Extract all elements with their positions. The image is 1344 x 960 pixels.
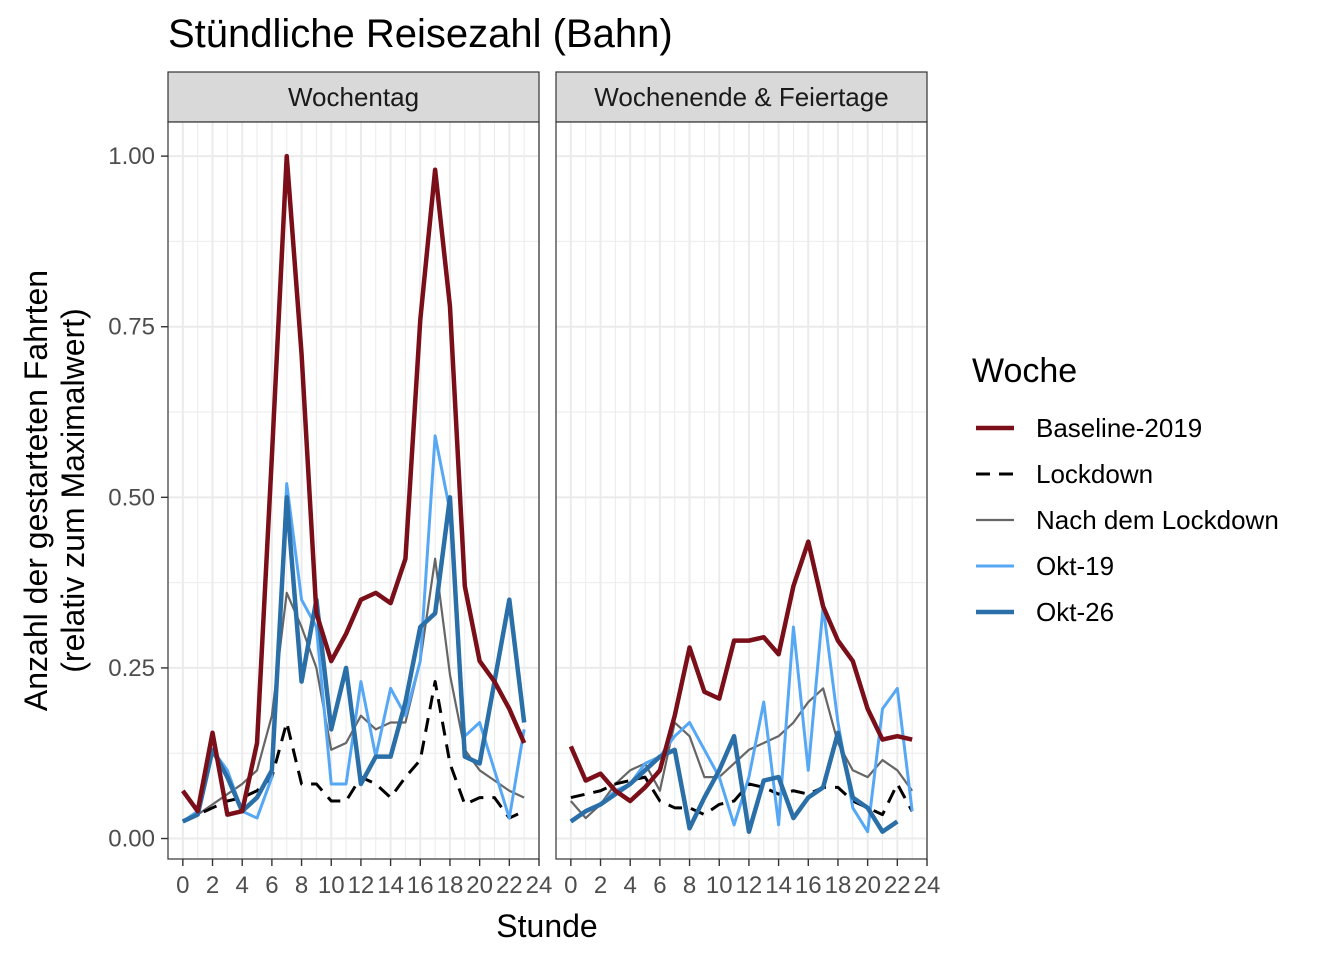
x-tick-label: 22 xyxy=(496,872,523,899)
legend: Woche Baseline-2019 Lockdown Nach dem Lockd… xyxy=(972,352,1279,627)
x-tick-label: 6 xyxy=(653,872,666,899)
x-tick-label: 18 xyxy=(437,872,464,899)
series-lines xyxy=(181,153,527,824)
legend-label: Okt-19 xyxy=(1036,551,1114,581)
y-tick-label: 0.50 xyxy=(108,484,155,511)
legend-item: Okt-26 xyxy=(976,597,1114,627)
x-tick-label: 2 xyxy=(594,872,607,899)
x-tick-label: 2 xyxy=(206,872,219,899)
x-axis-panel-2: 0 2 4 6 8 10 12 14 16 18 20 22 24 xyxy=(564,859,940,899)
panel-background xyxy=(556,122,927,859)
x-tick-label: 10 xyxy=(318,872,345,899)
y-tick-label: 0.75 xyxy=(108,314,155,341)
legend-item: Okt-19 xyxy=(976,551,1114,581)
x-tick-label: 24 xyxy=(526,872,553,899)
legend-label: Okt-26 xyxy=(1036,597,1114,627)
facet-strip-label: Wochenende & Feiertage xyxy=(594,82,888,112)
legend-item: Baseline-2019 xyxy=(976,413,1202,443)
x-tick-label: 16 xyxy=(407,872,434,899)
legend-item: Nach dem Lockdown xyxy=(976,505,1279,535)
facet-strip xyxy=(167,71,540,123)
series-line-okt-26 xyxy=(569,730,899,834)
x-tick-label: 14 xyxy=(765,872,792,899)
x-tick-label: 4 xyxy=(236,872,249,899)
chart-title: Stündliche Reisezahl (Bahn) xyxy=(168,12,673,56)
y-axis: 0.00 0.25 0.50 0.75 1.00 xyxy=(108,143,168,853)
facet-strip-label: Wochentag xyxy=(288,82,419,112)
x-tick-label: 18 xyxy=(825,872,852,899)
y-tick-label: 1.00 xyxy=(108,143,155,170)
x-axis-title: Stunde xyxy=(496,908,597,944)
x-tick-label: 22 xyxy=(884,872,911,899)
x-tick-label: 12 xyxy=(736,872,763,899)
panels: Wochentag Wochenende & Feiertage xyxy=(167,71,928,860)
x-tick-label: 10 xyxy=(706,872,733,899)
facet-strip xyxy=(555,71,928,123)
x-axes: 0 2 4 6 8 10 12 14 16 18 20 22 24 0 2 4 6 8 10 12 14 16 18 20 22… xyxy=(176,859,940,899)
series-line-baseline-2019 xyxy=(568,539,913,804)
x-tick-label: 0 xyxy=(564,872,577,899)
x-tick-label: 12 xyxy=(348,872,375,899)
y-tick-label: 0.25 xyxy=(108,655,155,682)
x-tick-label: 8 xyxy=(295,872,308,899)
x-tick-label: 4 xyxy=(624,872,637,899)
legend-label: Nach dem Lockdown xyxy=(1036,505,1279,535)
panel-wochentag: Wochentag xyxy=(167,71,540,860)
x-tick-label: 16 xyxy=(795,872,822,899)
x-tick-label: 8 xyxy=(683,872,696,899)
y-tick-label: 0.00 xyxy=(108,826,155,853)
y-axis-title-line-1: Anzahl der gestarteten Fahrten xyxy=(18,270,54,711)
x-tick-label: 24 xyxy=(914,872,941,899)
x-tick-label: 20 xyxy=(854,872,881,899)
x-tick-label: 20 xyxy=(466,872,493,899)
panel-wochenende: Wochenende & Feiertage xyxy=(555,71,928,860)
y-axis-title-line-2: (relativ zum Maximalwert) xyxy=(55,308,91,672)
series-lines xyxy=(568,539,914,834)
panel-border xyxy=(167,121,540,860)
series-line-baseline-2019 xyxy=(181,153,527,817)
legend-label: Baseline-2019 xyxy=(1036,413,1202,443)
series-line-okt-26 xyxy=(181,495,527,824)
series-line-lockdown xyxy=(182,680,525,823)
x-tick-label: 6 xyxy=(265,872,278,899)
legend-label: Lockdown xyxy=(1036,459,1153,489)
y-axis-title: Anzahl der gestarteten Fahrten (relativ z… xyxy=(18,270,91,711)
series-line-nach-dem-lockdown xyxy=(570,687,914,820)
legend-item: Lockdown xyxy=(976,459,1153,489)
x-tick-label: 14 xyxy=(377,872,404,899)
legend-title: Woche xyxy=(972,352,1077,390)
x-tick-label: 0 xyxy=(176,872,189,899)
panel-border xyxy=(555,121,928,860)
x-axis-panel-1: 0 2 4 6 8 10 12 14 16 18 20 22 24 xyxy=(176,859,552,899)
